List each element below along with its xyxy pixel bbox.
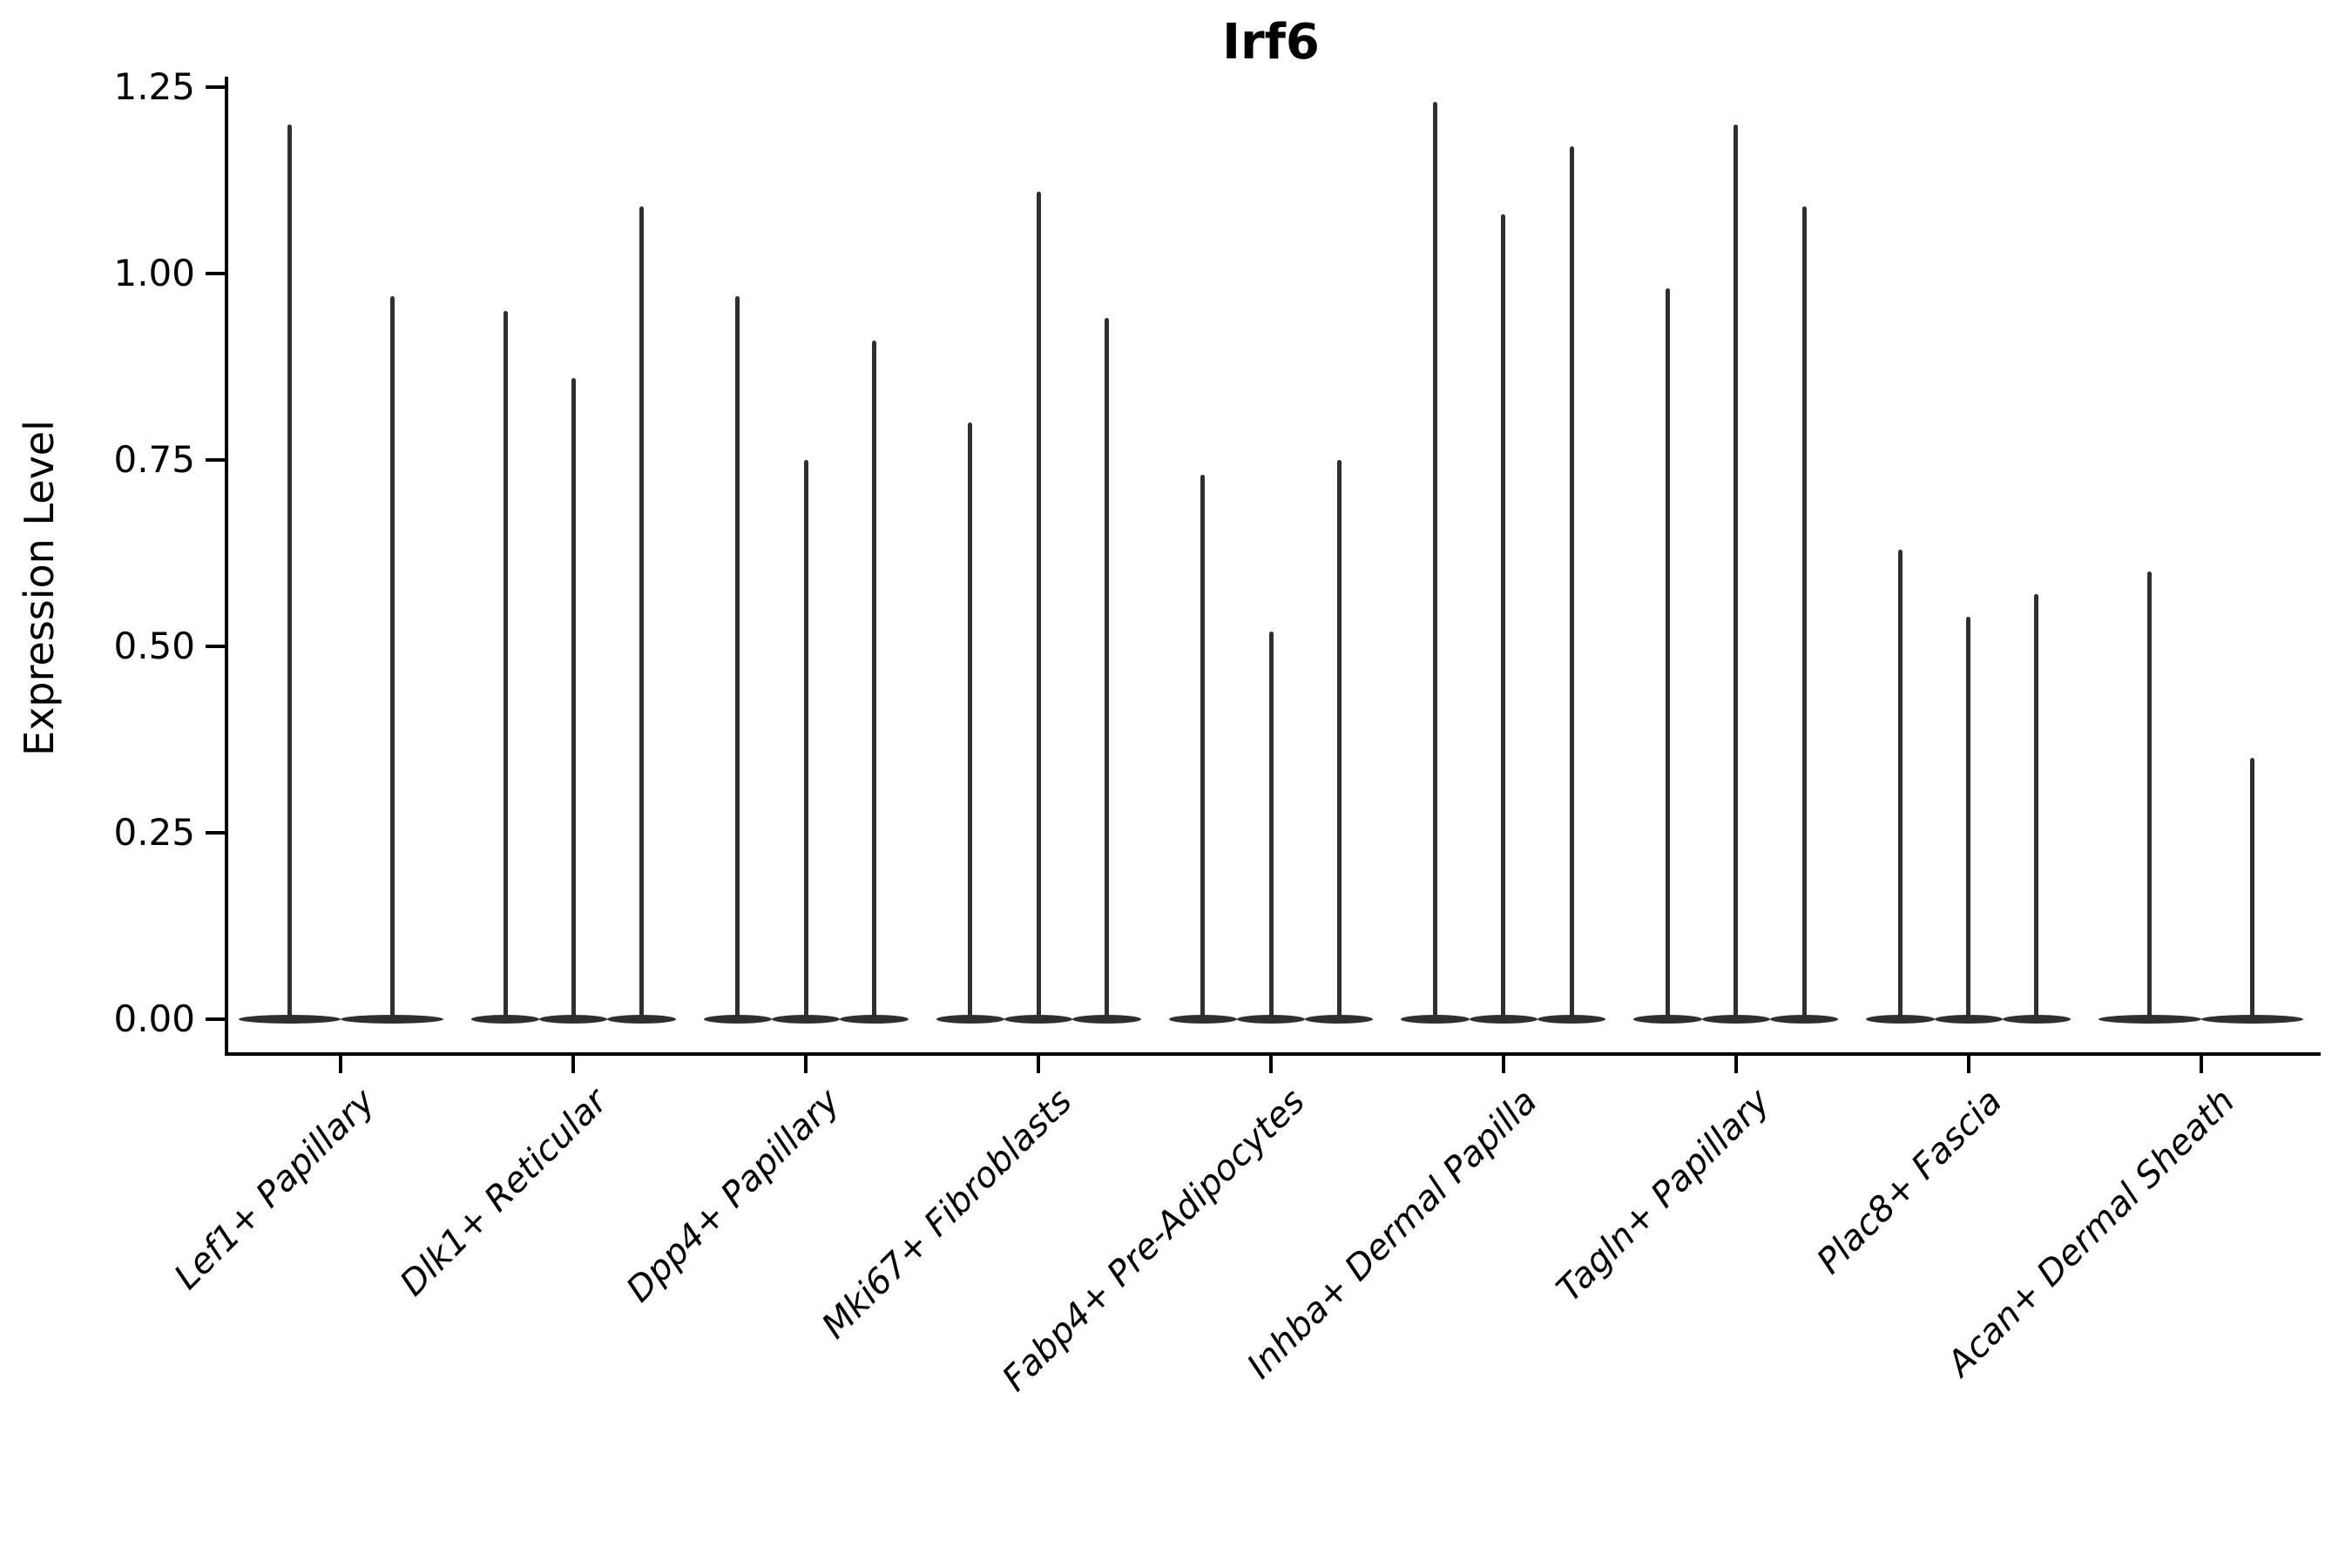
violin-base bbox=[1072, 1015, 1141, 1024]
violin-spike bbox=[287, 124, 293, 1019]
violin-base bbox=[703, 1015, 773, 1024]
violin-spike bbox=[1966, 616, 1971, 1019]
y-tick-label: 0.25 bbox=[113, 811, 195, 854]
violin-base bbox=[2200, 1015, 2303, 1024]
violin-spike bbox=[872, 341, 876, 1019]
violin-spike bbox=[1665, 288, 1670, 1019]
x-tick-mark bbox=[1966, 1054, 1970, 1073]
y-tick-mark bbox=[206, 645, 225, 648]
violin-base bbox=[1701, 1015, 1770, 1024]
violin-base bbox=[607, 1015, 676, 1024]
violin-spike bbox=[2147, 571, 2153, 1019]
x-tick-mark bbox=[804, 1054, 808, 1073]
plot-area bbox=[225, 77, 2321, 1056]
x-tick-label: Tagln+ Papillary bbox=[1549, 1081, 1778, 1310]
violin-spike bbox=[503, 310, 508, 1019]
violin-spike bbox=[389, 295, 395, 1019]
violin-base bbox=[1934, 1015, 2003, 1024]
violin-spike bbox=[735, 295, 740, 1019]
y-axis-label: Expression Level bbox=[16, 420, 63, 756]
violin-base bbox=[2099, 1015, 2201, 1024]
y-tick-mark bbox=[206, 272, 225, 275]
violin-spike bbox=[1200, 475, 1206, 1019]
x-tick-mark bbox=[339, 1054, 343, 1073]
violin-base bbox=[1769, 1015, 1839, 1024]
violin-spike bbox=[2249, 758, 2254, 1019]
violin-base bbox=[1305, 1015, 1374, 1024]
violin-base bbox=[239, 1015, 341, 1024]
y-tick-label: 1.00 bbox=[113, 252, 195, 294]
violin-base bbox=[772, 1015, 841, 1024]
violin-base bbox=[840, 1015, 909, 1024]
violin-spike bbox=[1036, 191, 1041, 1019]
violin-base bbox=[539, 1015, 608, 1024]
violin-spike bbox=[1104, 318, 1109, 1019]
x-tick-label: Dlk1+ Reticular bbox=[392, 1081, 616, 1304]
x-tick-mark bbox=[1269, 1054, 1273, 1073]
y-tick-mark bbox=[206, 85, 225, 89]
violin-base bbox=[2002, 1015, 2072, 1024]
x-tick-mark bbox=[1501, 1054, 1505, 1073]
y-tick-label: 1.25 bbox=[113, 65, 195, 108]
violin-spike bbox=[639, 206, 645, 1019]
violin-spike bbox=[1336, 460, 1342, 1019]
violin-base bbox=[1866, 1015, 1935, 1024]
x-tick-label: Plac8+ Fascia bbox=[1809, 1081, 2011, 1282]
x-tick-mark bbox=[1037, 1054, 1041, 1073]
y-tick-mark bbox=[206, 831, 225, 835]
violin-spike bbox=[1268, 631, 1274, 1019]
x-tick-mark bbox=[571, 1054, 576, 1073]
y-tick-label: 0.00 bbox=[113, 997, 195, 1040]
violin-spike bbox=[1569, 146, 1574, 1019]
y-tick-mark bbox=[206, 1017, 225, 1021]
violin-base bbox=[341, 1015, 443, 1024]
y-tick-mark bbox=[206, 458, 225, 462]
x-tick-label: Lef1+ Papillary bbox=[166, 1081, 383, 1298]
x-tick-mark bbox=[1734, 1054, 1738, 1073]
violin-base bbox=[1469, 1015, 1538, 1024]
chart-title: Irf6 bbox=[1222, 14, 1320, 71]
violin-base bbox=[1236, 1015, 1306, 1024]
y-tick-label: 0.50 bbox=[113, 625, 195, 667]
x-tick-mark bbox=[2199, 1054, 2203, 1073]
violin-spike bbox=[1501, 213, 1506, 1019]
violin-spike bbox=[1433, 102, 1438, 1019]
violin-spike bbox=[1734, 124, 1739, 1019]
violin-spike bbox=[803, 460, 808, 1019]
violin-base bbox=[1004, 1015, 1073, 1024]
violin-base bbox=[1538, 1015, 1606, 1024]
violin-spike bbox=[571, 377, 576, 1019]
violin-base bbox=[1633, 1015, 1702, 1024]
violin-base bbox=[1168, 1015, 1237, 1024]
violin-spike bbox=[968, 422, 973, 1019]
violin-base bbox=[470, 1015, 540, 1024]
violin-spike bbox=[2034, 594, 2039, 1019]
violin-base bbox=[936, 1015, 1004, 1024]
x-tick-label: Mki67+ Fibroblasts bbox=[814, 1081, 1080, 1347]
y-tick-label: 0.75 bbox=[113, 438, 195, 481]
x-tick-label: Dpp4+ Papillary bbox=[618, 1081, 848, 1310]
violin-spike bbox=[1801, 206, 1807, 1019]
violin-spike bbox=[1897, 549, 1903, 1019]
violin-base bbox=[1401, 1015, 1470, 1024]
